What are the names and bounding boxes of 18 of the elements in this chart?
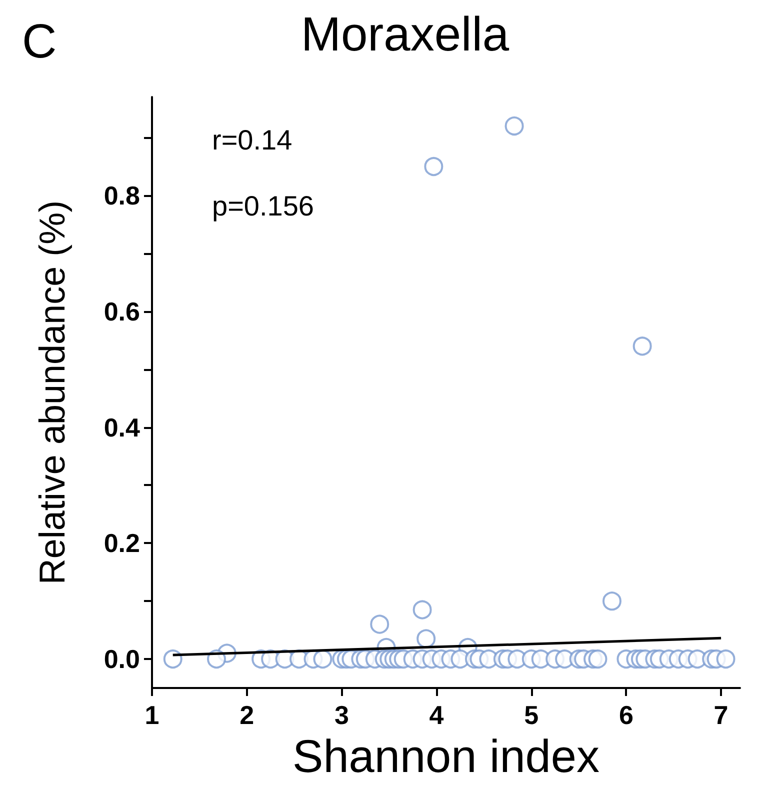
x-tick-label: 4	[429, 700, 444, 730]
text: C	[22, 16, 57, 68]
x-tick-label: 2	[240, 700, 254, 730]
y-tick-label: 0.6	[104, 296, 140, 326]
x-tick-label: 6	[618, 700, 634, 730]
y-tick-label: 0.4	[104, 412, 141, 442]
x-tick-label: 1	[144, 700, 160, 730]
annotation: r=0.14	[212, 124, 292, 156]
y-tick-label: 0.8	[104, 180, 140, 210]
y-tick-label: 0.2	[104, 528, 140, 558]
x-tick-label: 7	[714, 700, 728, 730]
x-axis-title: Shannon index	[292, 730, 600, 782]
y-tick-label: 0.0	[104, 644, 140, 674]
chart-title: Moraxella	[300, 8, 510, 62]
x-tick-label: 3	[334, 700, 349, 730]
y-axis-title: Relative abundance (%)	[32, 200, 72, 585]
annotation: p=0.156	[212, 190, 314, 222]
x-tick-label: 5	[524, 700, 539, 730]
